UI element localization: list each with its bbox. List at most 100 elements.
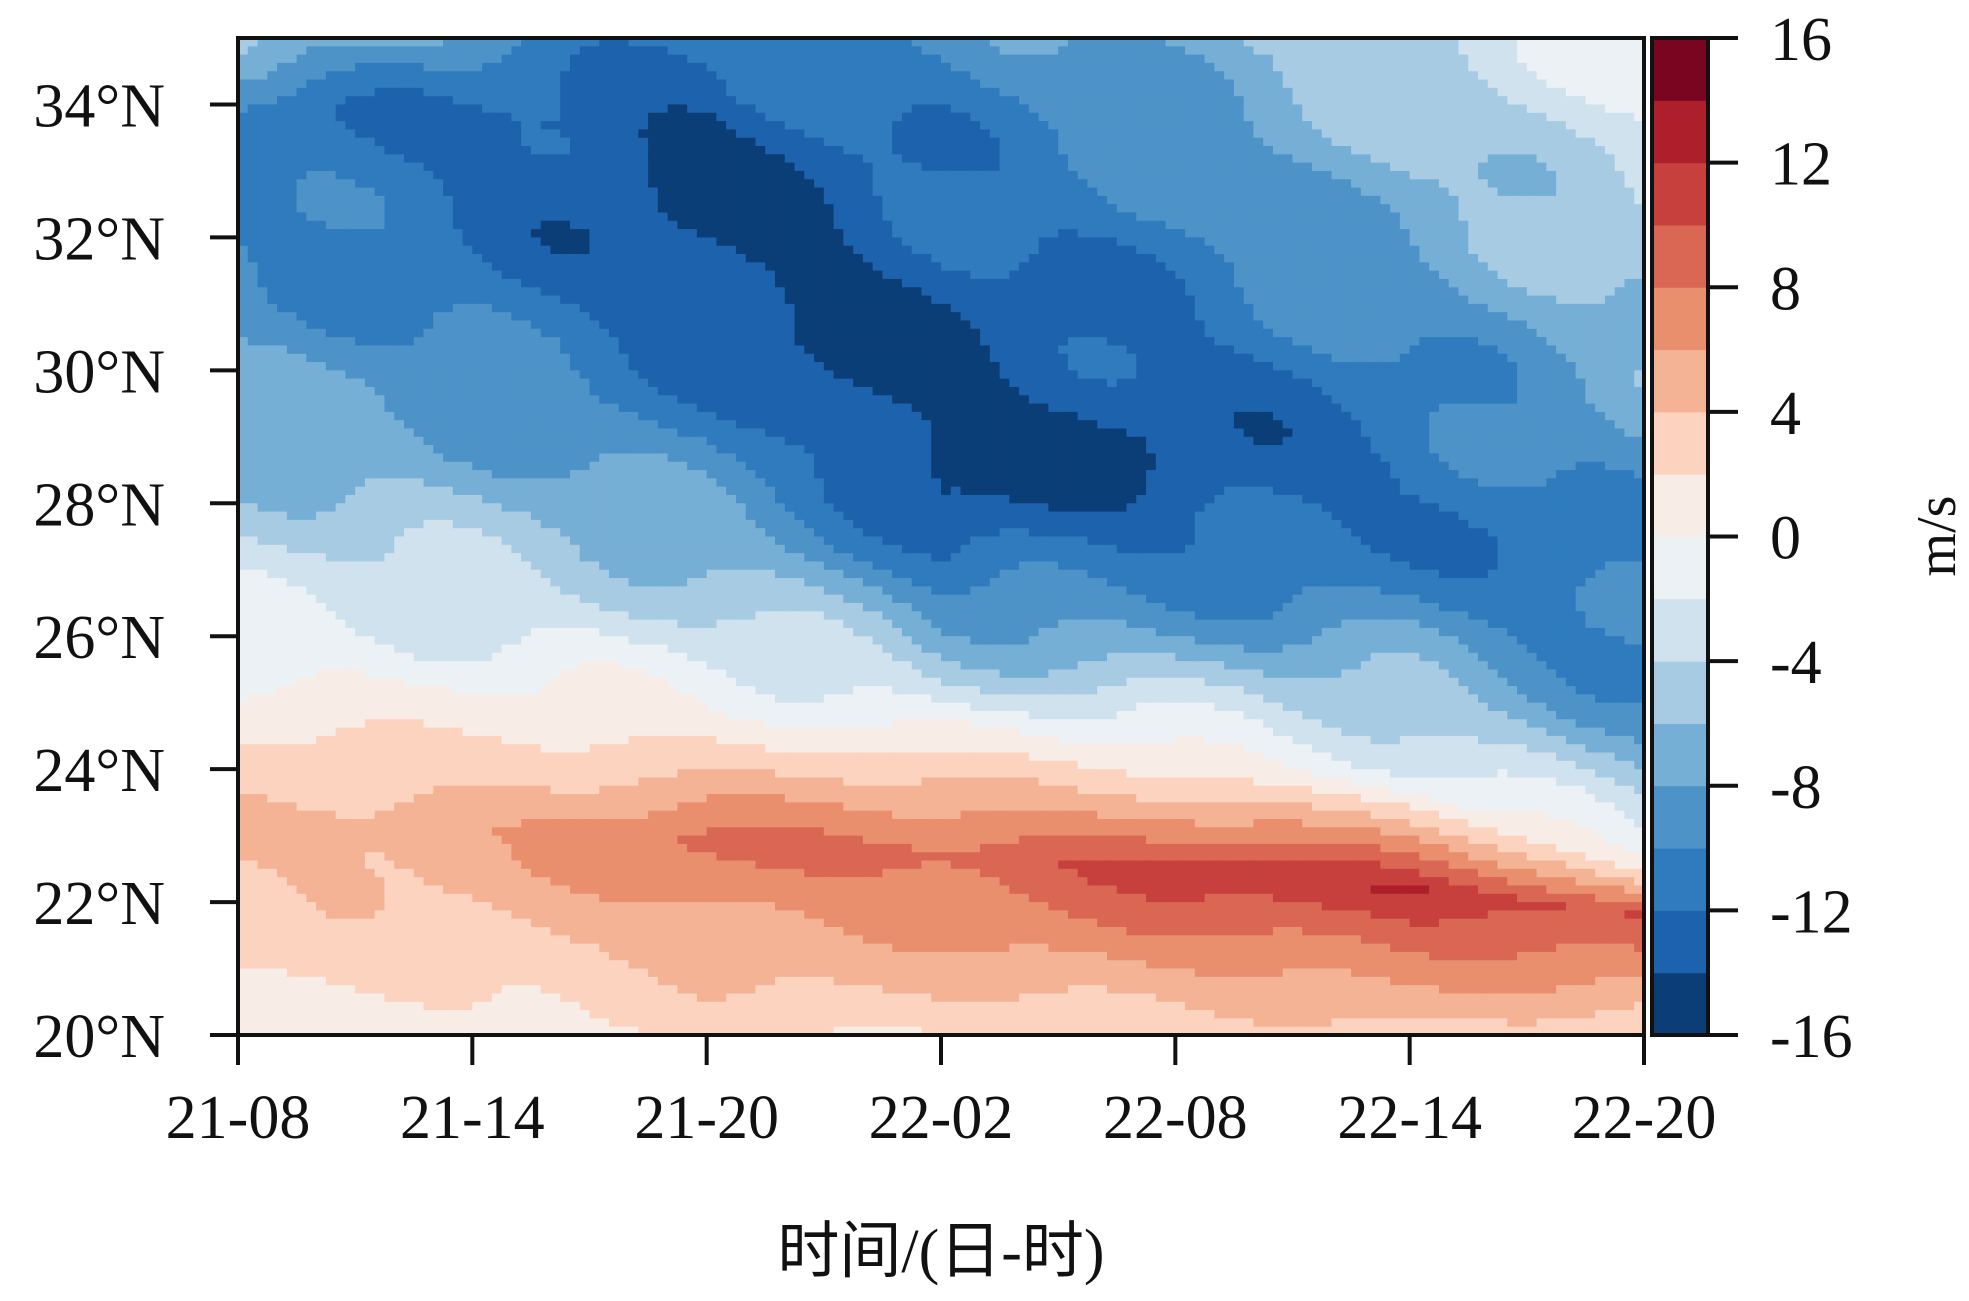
heatmap-cell [365, 661, 375, 670]
heatmap-cell [638, 362, 648, 371]
heatmap-cell [394, 603, 404, 612]
heatmap-cell [384, 395, 394, 404]
heatmap-cell [355, 844, 365, 853]
heatmap-cell [306, 528, 316, 537]
heatmap-cell [463, 836, 473, 845]
heatmap-cell [609, 345, 619, 354]
heatmap-cell [375, 528, 385, 537]
heatmap-cell [384, 296, 394, 305]
heatmap-cell [394, 661, 404, 670]
heatmap-cell [521, 370, 531, 379]
heatmap-cell [277, 794, 287, 803]
heatmap-cell [258, 578, 268, 587]
heatmap-cell [482, 462, 492, 471]
heatmap-cell [336, 528, 346, 537]
heatmap-cell [472, 55, 482, 64]
heatmap-cell [560, 453, 570, 462]
heatmap-cell [384, 960, 394, 969]
heatmap-cell [258, 595, 268, 604]
heatmap-cell [443, 769, 453, 778]
heatmap-cell [609, 977, 619, 986]
heatmap-cell [570, 254, 580, 263]
heatmap-cell [570, 279, 580, 288]
heatmap-cell [590, 487, 600, 496]
heatmap-cell [560, 55, 570, 64]
heatmap-cell [248, 669, 258, 678]
heatmap-cell [511, 262, 521, 271]
heatmap-cell [638, 595, 648, 604]
heatmap-cell [404, 453, 414, 462]
heatmap-cell [541, 977, 551, 986]
heatmap-cell [550, 728, 560, 737]
heatmap-cell [375, 1010, 385, 1019]
heatmap-cell [638, 503, 648, 512]
heatmap-cell [287, 927, 297, 936]
heatmap-cell [560, 304, 570, 313]
heatmap-cell [365, 603, 375, 612]
heatmap-cell [345, 919, 355, 928]
heatmap-cell [267, 370, 277, 379]
heatmap-cell [326, 138, 336, 147]
heatmap-cell [297, 520, 307, 529]
heatmap-cell [404, 628, 414, 637]
heatmap-cell [414, 138, 424, 147]
heatmap-cell [453, 296, 463, 305]
heatmap-cell [345, 262, 355, 271]
heatmap-cell [560, 620, 570, 629]
heatmap-cell [258, 819, 268, 828]
heatmap-cell [629, 345, 639, 354]
heatmap-cell [297, 628, 307, 637]
heatmap-cell [531, 96, 541, 105]
heatmap-cell [619, 603, 629, 612]
heatmap-cell [502, 420, 512, 429]
heatmap-cell [599, 919, 609, 928]
heatmap-cell [258, 71, 268, 80]
heatmap-cell [375, 960, 385, 969]
heatmap-cell [531, 395, 541, 404]
heatmap-cell [375, 919, 385, 928]
heatmap-cell [384, 578, 394, 587]
heatmap-cell [492, 246, 502, 255]
heatmap-cell [306, 794, 316, 803]
heatmap-cell [531, 254, 541, 263]
heatmap-cell [443, 362, 453, 371]
heatmap-cell [511, 844, 521, 853]
heatmap-cell [511, 354, 521, 363]
heatmap-cell [345, 1010, 355, 1019]
heatmap-cell [541, 703, 551, 712]
heatmap-cell [267, 944, 277, 953]
heatmap-cell [580, 354, 590, 363]
heatmap-cell [599, 104, 609, 113]
heatmap-cell [511, 121, 521, 130]
heatmap-cell [336, 777, 346, 786]
heatmap-cell [492, 960, 502, 969]
heatmap-cell [590, 404, 600, 413]
heatmap-cell [375, 694, 385, 703]
heatmap-cell [384, 894, 394, 903]
heatmap-cell [609, 894, 619, 903]
heatmap-cell [570, 636, 580, 645]
heatmap-cell [355, 55, 365, 64]
heatmap-cell [355, 537, 365, 546]
heatmap-cell [326, 379, 336, 388]
heatmap-cell [609, 296, 619, 305]
heatmap-cell [394, 686, 404, 695]
heatmap-cell [482, 88, 492, 97]
heatmap-cell [394, 586, 404, 595]
heatmap-cell [248, 603, 258, 612]
heatmap-cell [336, 1018, 346, 1027]
heatmap-cell [580, 420, 590, 429]
heatmap-cell [414, 512, 424, 521]
heatmap-cell [609, 919, 619, 928]
heatmap-cell [365, 204, 375, 213]
heatmap-cell [472, 653, 482, 662]
heatmap-cell [375, 46, 385, 55]
heatmap-cell [433, 329, 443, 338]
heatmap-cell [472, 836, 482, 845]
heatmap-cell [326, 354, 336, 363]
heatmap-cell [365, 196, 375, 205]
heatmap-cell [345, 387, 355, 396]
heatmap-cell [316, 262, 326, 271]
heatmap-cell [297, 877, 307, 886]
heatmap-cell [599, 960, 609, 969]
